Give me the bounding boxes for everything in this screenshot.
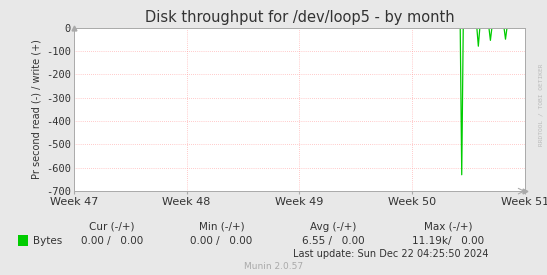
Text: 0.00 /   0.00: 0.00 / 0.00 bbox=[190, 236, 253, 246]
Text: Munin 2.0.57: Munin 2.0.57 bbox=[244, 262, 303, 271]
Text: Avg (-/+): Avg (-/+) bbox=[311, 222, 357, 232]
Text: 0.00 /   0.00: 0.00 / 0.00 bbox=[81, 236, 143, 246]
Y-axis label: Pr second read (-) / write (+): Pr second read (-) / write (+) bbox=[32, 39, 42, 179]
Text: Min (-/+): Min (-/+) bbox=[199, 222, 245, 232]
Text: 11.19k/   0.00: 11.19k/ 0.00 bbox=[412, 236, 485, 246]
Text: RRDTOOL / TOBI OETIKER: RRDTOOL / TOBI OETIKER bbox=[538, 63, 543, 146]
Text: 6.55 /   0.00: 6.55 / 0.00 bbox=[302, 236, 365, 246]
Text: Cur (-/+): Cur (-/+) bbox=[89, 222, 135, 232]
Text: Max (-/+): Max (-/+) bbox=[424, 222, 473, 232]
Title: Disk throughput for /dev/loop5 - by month: Disk throughput for /dev/loop5 - by mont… bbox=[144, 10, 455, 25]
Text: Bytes: Bytes bbox=[33, 236, 62, 246]
Text: Last update: Sun Dec 22 04:25:50 2024: Last update: Sun Dec 22 04:25:50 2024 bbox=[293, 249, 489, 258]
